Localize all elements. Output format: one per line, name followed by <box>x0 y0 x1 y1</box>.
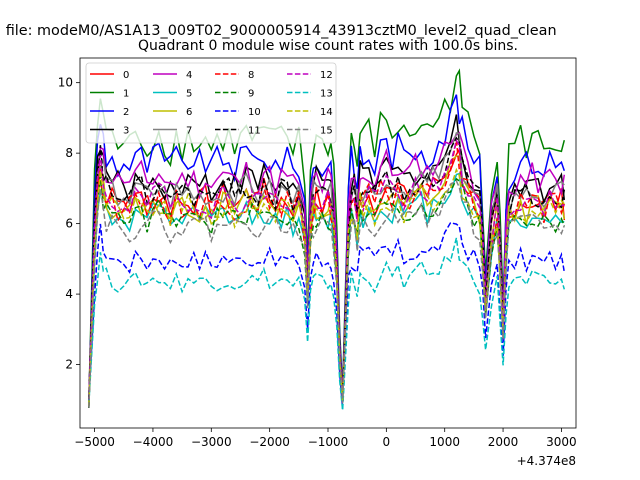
legend-box <box>85 62 337 144</box>
x-tick-label: 3000 <box>546 435 577 449</box>
legend-label: 8 <box>248 70 254 81</box>
series-layer <box>88 68 566 411</box>
legend-label: 15 <box>320 126 333 137</box>
legend-label: 5 <box>186 89 192 100</box>
series-line-10 <box>88 221 566 409</box>
x-tick-label: 0 <box>383 435 391 449</box>
legend-label: 1 <box>123 89 129 100</box>
x-tick-label: −5000 <box>74 435 115 449</box>
series-line-14 <box>88 167 565 406</box>
plot-frame <box>79 57 577 429</box>
x-tick-label: −2000 <box>249 435 290 449</box>
y-tick-label: 6 <box>65 217 73 231</box>
series-line-13 <box>88 237 566 411</box>
x-offset-label: +4.374e8 <box>517 454 576 468</box>
legend-label: 11 <box>248 126 261 137</box>
x-tick-label: −3000 <box>191 435 232 449</box>
y-tick-label: 8 <box>65 146 73 160</box>
legend-label: 4 <box>186 70 192 81</box>
tick-layer: −5000 −4000 −3000 −2000 −1000 0 1000 2000 3000 2 4… <box>58 76 577 449</box>
legend-label: 14 <box>320 107 333 118</box>
y-tick-label: 2 <box>65 358 73 372</box>
x-tick-label: 1000 <box>429 435 460 449</box>
legend-label: 3 <box>123 126 129 137</box>
legend-label: 7 <box>186 126 192 137</box>
legend-label: 9 <box>248 89 254 100</box>
legend-label: 13 <box>320 89 333 100</box>
y-tick-label: 4 <box>65 287 73 301</box>
x-tick-label: −1000 <box>308 435 349 449</box>
legend-label: 0 <box>123 70 129 81</box>
figure-suptitle: n file: modeM0/AS1A13_009T02_9000005914_… <box>0 23 557 39</box>
y-tick-label: 10 <box>58 76 73 90</box>
series-line-4 <box>88 131 566 400</box>
legend-label: 10 <box>248 107 261 118</box>
legend-label: 12 <box>320 70 333 81</box>
x-tick-label: −4000 <box>133 435 174 449</box>
x-tick-label: 2000 <box>488 435 519 449</box>
series-line-15 <box>88 179 566 408</box>
chart-title: Quadrant 0 module wise count rates with … <box>138 38 518 54</box>
legend-label: 2 <box>123 107 129 118</box>
legend-label: 6 <box>186 107 192 118</box>
